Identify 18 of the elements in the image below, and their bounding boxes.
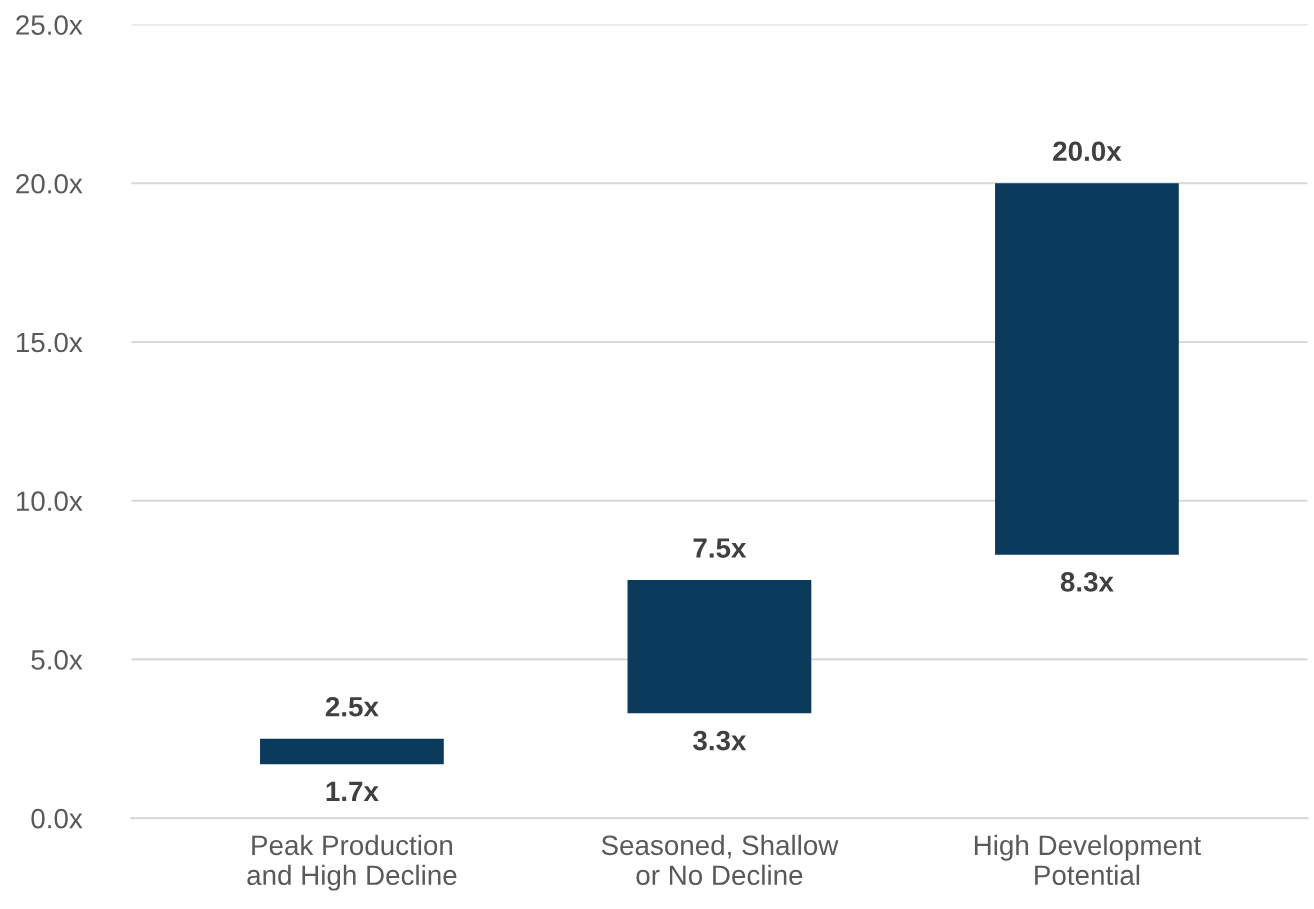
annotation: 8.3x xyxy=(1060,572,1114,592)
bar xyxy=(627,580,812,714)
y-tick-label: 10.0x xyxy=(16,491,83,512)
y-tick-label: 0.0x xyxy=(31,808,83,829)
y-tick-label: 25.0x xyxy=(16,15,83,35)
annotation: 2.5x xyxy=(325,696,379,717)
y-tick-label: 15.0x xyxy=(16,332,83,353)
annotation: 1.7x xyxy=(326,781,379,801)
annotation: 20.0x xyxy=(1053,141,1122,162)
x-tick-label: High Development Potential xyxy=(974,834,1201,886)
x-tick-label: Peak Production and High Decline xyxy=(247,834,457,891)
bar xyxy=(995,183,1179,555)
annotation: 3.3x xyxy=(693,730,747,751)
x-tick-label: Seasoned, Shallow or No Decline xyxy=(601,834,839,886)
y-tick-label: 5.0x xyxy=(31,650,83,670)
annotation: 7.5x xyxy=(693,538,747,558)
y-tick-label: 20.0x xyxy=(16,173,83,194)
bar xyxy=(260,738,444,765)
